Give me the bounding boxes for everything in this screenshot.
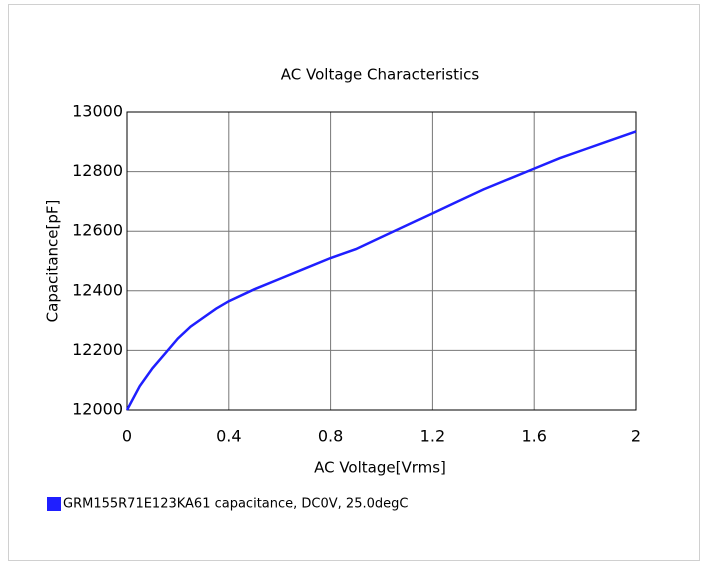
x-tick-label: 0: [122, 427, 132, 446]
x-axis-label: AC Voltage[Vrms]: [314, 459, 446, 477]
x-tick-label: 1.2: [420, 427, 445, 446]
y-tick-label: 12000: [72, 400, 123, 419]
chart-title: AC Voltage Characteristics: [281, 66, 480, 84]
plot-border: [126, 111, 637, 411]
x-tick-label: 0.4: [216, 427, 241, 446]
y-axis-label: Capacitance[pF]: [44, 200, 62, 323]
y-tick-label: 12600: [72, 221, 123, 240]
legend-label: GRM155R71E123KA61 capacitance, DC0V, 25.…: [63, 497, 408, 512]
x-tick-label: 0.8: [318, 427, 343, 446]
series-line: [125, 130, 637, 411]
legend-swatch: [47, 497, 61, 511]
x-tick-label: 1.6: [521, 427, 546, 446]
y-tick-label: 12800: [72, 161, 123, 180]
y-tick-label: 13000: [72, 102, 123, 121]
x-tick-label: 2: [631, 427, 641, 446]
y-tick-label: 12200: [72, 340, 123, 359]
y-tick-label: 12400: [72, 280, 123, 299]
plot-area: [126, 111, 637, 411]
